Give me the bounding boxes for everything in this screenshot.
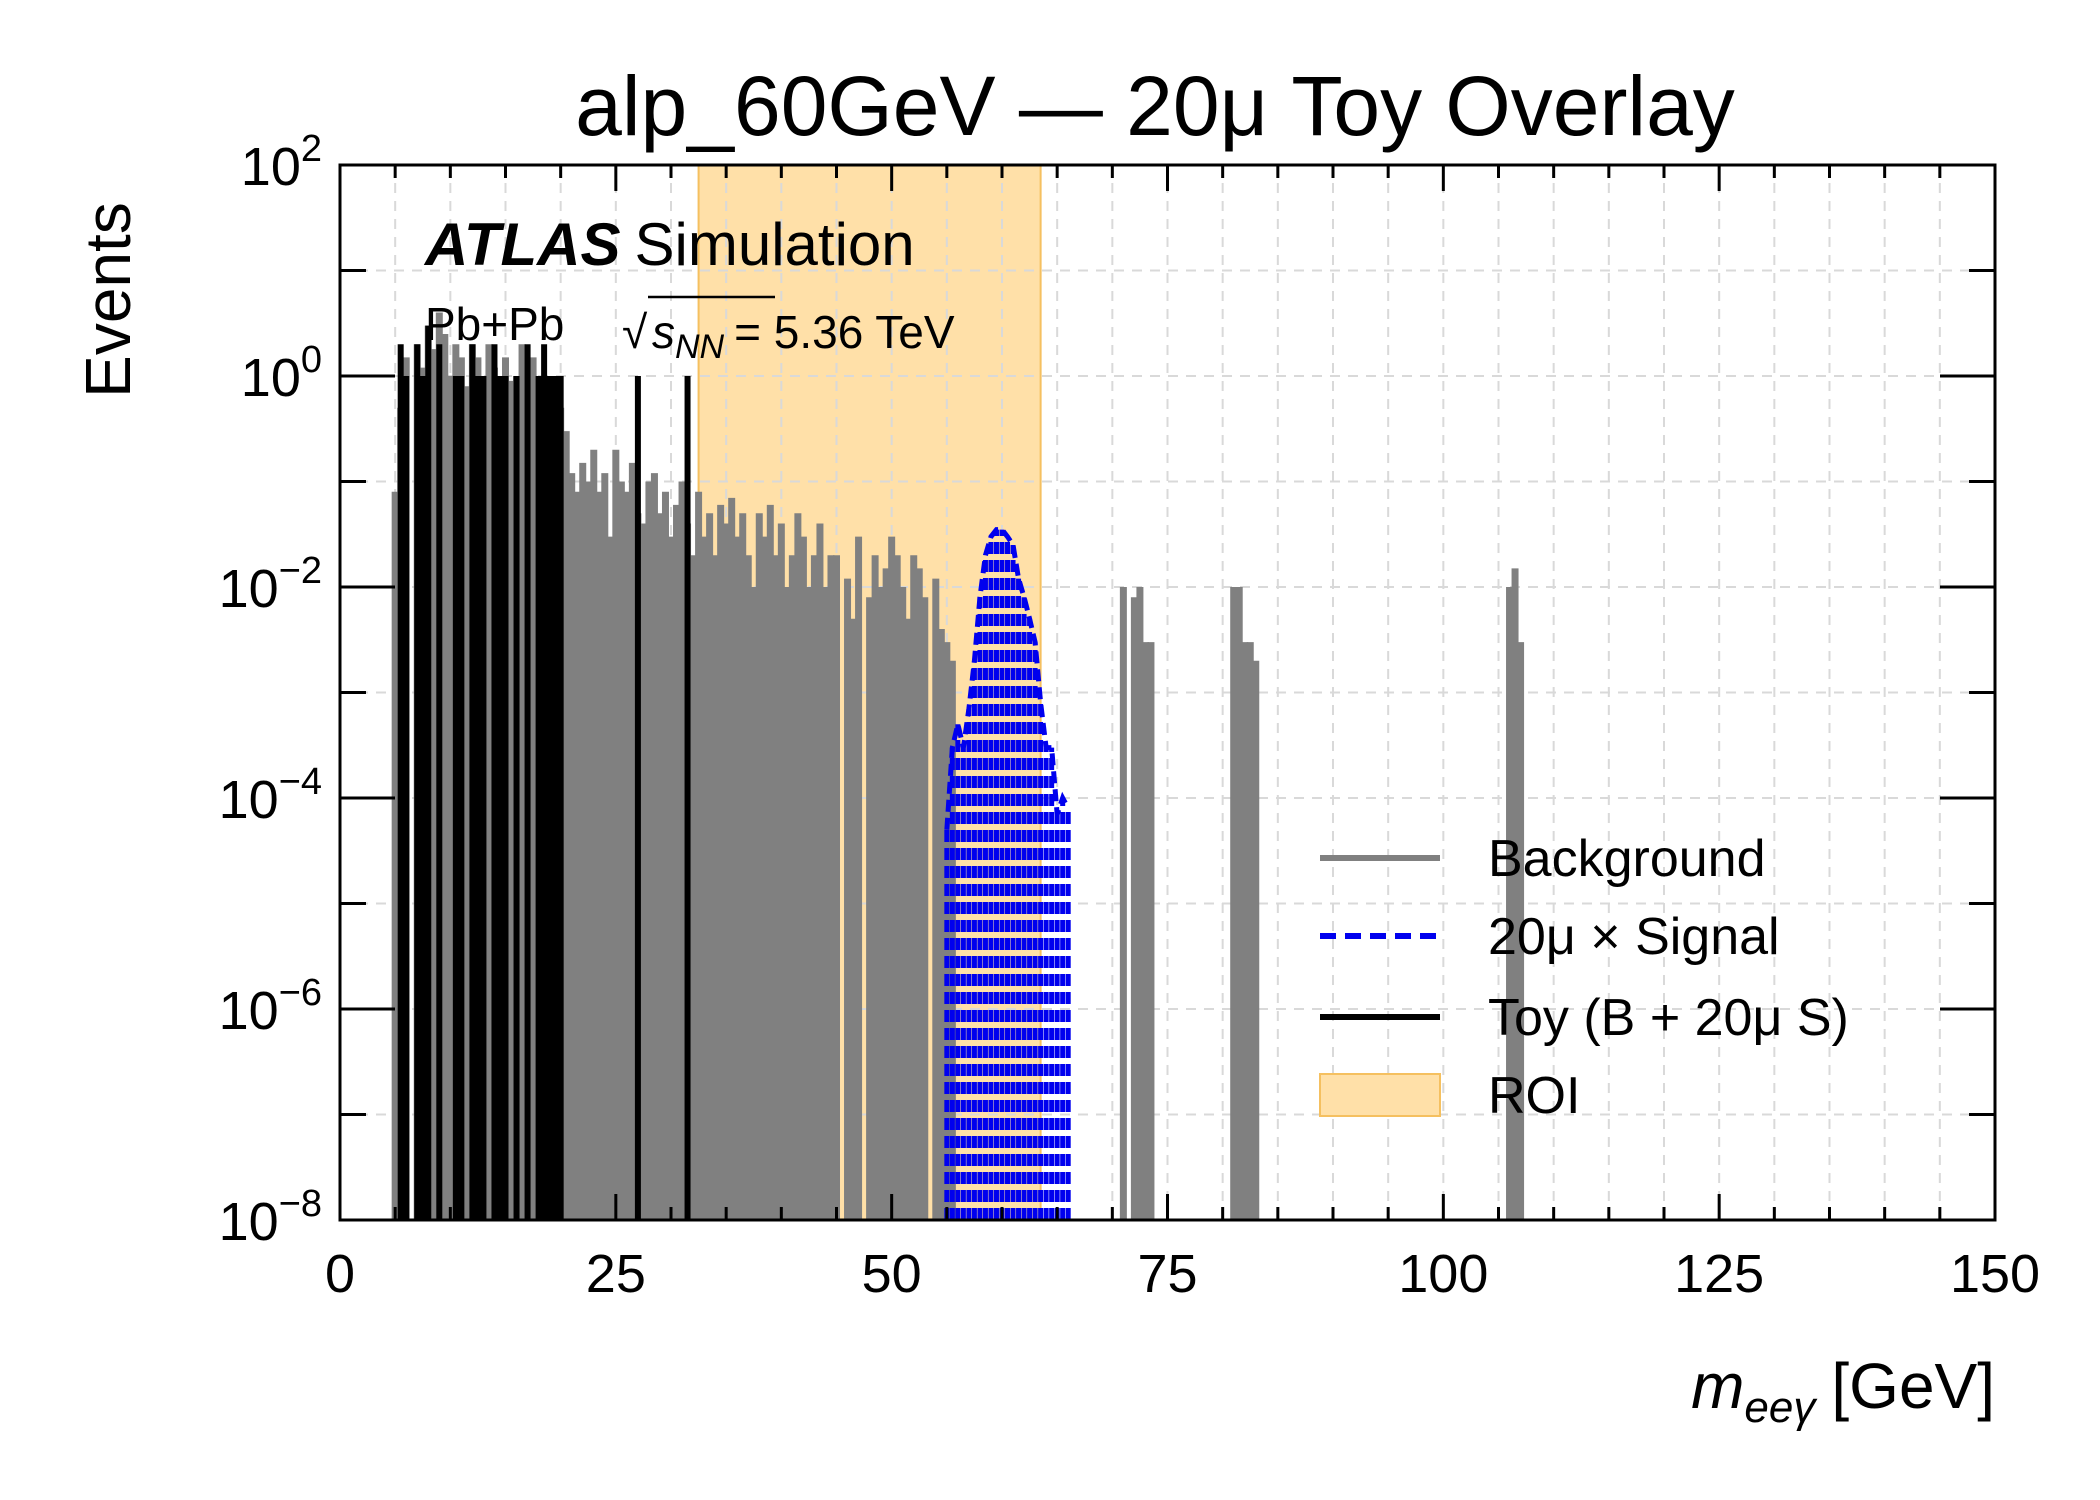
y-tick-exp: 0 [301, 339, 322, 381]
y-tick-exp: −6 [279, 972, 322, 1014]
legend-label-toy: Toy (B + 20μ S) [1488, 989, 1849, 1047]
svg-text:sNN= 5.36 TeV: sNN = 5.36 TeV [652, 306, 955, 366]
y-tick-base: 10 [219, 770, 279, 830]
x-tick-label: 125 [1674, 1244, 1764, 1304]
y-tick-exp: −4 [279, 761, 322, 803]
y-axis-label: Events [72, 202, 144, 398]
x-tick-label: 25 [586, 1244, 646, 1304]
y-tick-base: 10 [241, 348, 301, 408]
sqrt-sign: √ [622, 306, 648, 358]
energy-value: = 5.36 TeV [734, 306, 955, 358]
legend: Background 20μ × Signal Toy (B + 20μ S) … [1319, 830, 1849, 1125]
y-tick-label: 10−8 [219, 1183, 322, 1252]
x-axis-label: meeγ [GeV] [1691, 1350, 1995, 1432]
y-tick-exp: −8 [279, 1183, 322, 1225]
toy-series [397, 325, 691, 1220]
energy-var: s [652, 306, 675, 358]
y-tick-label: 10−4 [219, 761, 322, 830]
energy-sub: NN [675, 328, 725, 366]
y-tick-base: 10 [219, 981, 279, 1041]
legend-label-background: Background [1488, 830, 1766, 888]
x-tick-labels: 0 25 50 75 100 125 150 [325, 1244, 2040, 1304]
chart-title: alp_60GeV — 20μ Toy Overlay [575, 59, 1735, 153]
atlas-experiment: ATLAS [423, 211, 621, 278]
y-tick-label: 10−6 [219, 972, 322, 1041]
legend-swatch-roi [1319, 1073, 1441, 1117]
svg-text:Pb+Pb: Pb+Pb [425, 298, 564, 350]
y-tick-base: 10 [219, 559, 279, 619]
atlas-simulation: Simulation [635, 211, 915, 278]
y-tick-base: 10 [241, 137, 301, 197]
x-axis-label-var: m [1691, 1350, 1744, 1422]
x-tick-label: 75 [1137, 1244, 1197, 1304]
y-tick-base: 10 [219, 1192, 279, 1252]
tick-marks [338, 163, 1997, 1222]
x-axis-label-sub: eeγ [1744, 1383, 1818, 1432]
x-tick-label: 0 [325, 1244, 355, 1304]
x-axis-label-unit: [GeV] [1831, 1350, 1995, 1422]
y-tick-exp: 2 [301, 128, 322, 170]
x-tick-label: 100 [1398, 1244, 1488, 1304]
y-tick-label: 102 [241, 128, 322, 197]
x-tick-label: 150 [1950, 1244, 2040, 1304]
y-tick-label: 100 [241, 339, 322, 408]
y-axis-label-text: Events [72, 202, 144, 398]
legend-label-roi: ROI [1488, 1067, 1580, 1125]
y-tick-exp: −2 [279, 550, 322, 592]
x-tick-label: 50 [862, 1244, 922, 1304]
y-tick-label: 10−2 [219, 550, 322, 619]
signal-series [944, 527, 1071, 1220]
collision-system: Pb+Pb [425, 298, 564, 350]
legend-label-signal: 20μ × Signal [1488, 908, 1780, 966]
signal-line [944, 527, 1071, 830]
atlas-label: ATLAS Simulation Pb+Pb √ sNN = 5.36 TeV [423, 211, 955, 366]
